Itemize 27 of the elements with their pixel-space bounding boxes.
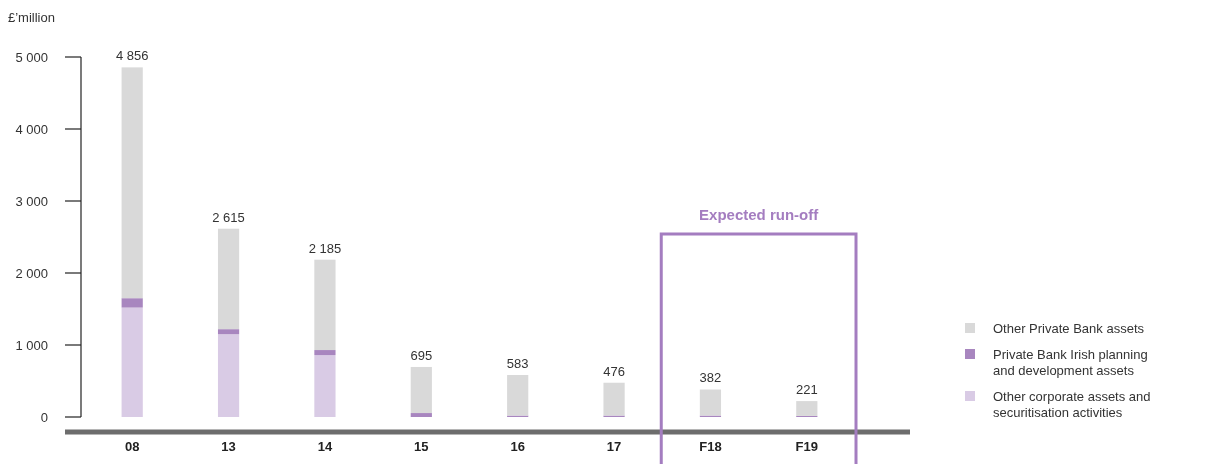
legend-label: Other Private Bank assets bbox=[993, 321, 1145, 336]
y-tick-label: 5 000 bbox=[15, 50, 48, 65]
y-tick-label: 4 000 bbox=[15, 122, 48, 137]
x-tick-label: 14 bbox=[317, 439, 333, 454]
y-axis-title: £’million bbox=[8, 10, 55, 25]
annotation: Expected run-off bbox=[699, 206, 820, 223]
x-tick-label: F19 bbox=[795, 439, 819, 454]
total-label: 221 bbox=[795, 382, 818, 398]
legend-label: Private Bank Irish planning and development assets bbox=[993, 347, 1148, 378]
y-tick-label: 2 000 bbox=[15, 266, 48, 281]
total-label: 695 bbox=[410, 347, 433, 363]
y-tick-label: 1 000 bbox=[15, 338, 48, 353]
total-label: 583 bbox=[506, 356, 529, 372]
x-tick-label: F18 bbox=[699, 439, 722, 454]
total-label: 382 bbox=[699, 370, 722, 386]
total-label: 2 615 bbox=[212, 209, 245, 225]
total-label: 476 bbox=[603, 363, 625, 379]
x-tick-label: 13 bbox=[221, 439, 236, 454]
x-tick-label: 16 bbox=[510, 439, 525, 454]
x-tick-label: 15 bbox=[414, 439, 429, 454]
x-tick-label: 17 bbox=[606, 439, 622, 454]
legend-label: Other corporate assets and securitisation activities bbox=[993, 389, 1151, 420]
x-tick-label: 08 bbox=[124, 439, 140, 454]
total-label: 2 185 bbox=[308, 240, 342, 256]
y-tick-label: 0 bbox=[40, 410, 48, 425]
y-tick-label: 3 000 bbox=[15, 194, 48, 209]
total-label: 4 856 bbox=[115, 48, 149, 64]
